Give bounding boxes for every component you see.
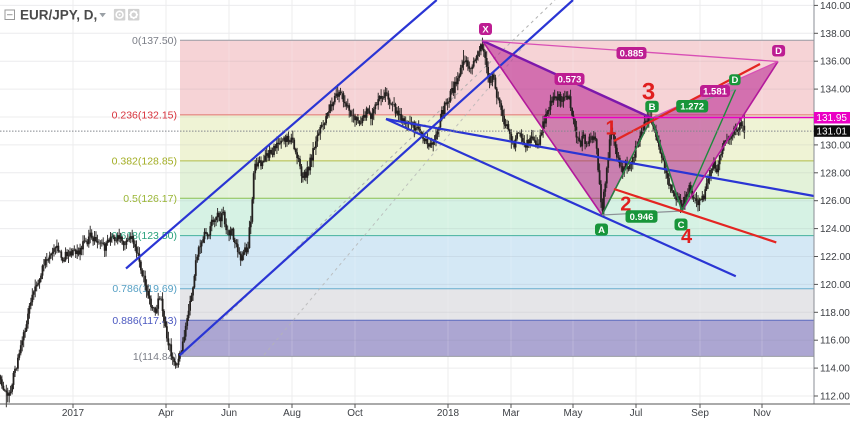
svg-text:1: 1 <box>605 117 616 139</box>
svg-text:0(137.50): 0(137.50) <box>132 35 177 47</box>
svg-text:136.00: 136.00 <box>820 57 850 68</box>
svg-text:Apr: Apr <box>158 408 174 419</box>
svg-text:Aug: Aug <box>283 408 301 419</box>
svg-text:Jun: Jun <box>221 408 237 419</box>
svg-text:126.00: 126.00 <box>820 196 850 207</box>
svg-text:EUR/JPY, D,: EUR/JPY, D, <box>20 8 97 23</box>
svg-text:0.886(117.43): 0.886(117.43) <box>112 315 177 327</box>
svg-text:130.00: 130.00 <box>820 140 850 151</box>
svg-text:122.00: 122.00 <box>820 252 850 263</box>
svg-text:1.272: 1.272 <box>680 102 704 113</box>
svg-text:May: May <box>564 408 583 419</box>
svg-text:B: B <box>649 102 656 113</box>
svg-text:4: 4 <box>681 226 693 248</box>
svg-text:114.00: 114.00 <box>820 364 850 375</box>
svg-text:A: A <box>598 225 605 236</box>
svg-text:131.95: 131.95 <box>816 113 847 124</box>
svg-text:140.00: 140.00 <box>820 1 850 12</box>
svg-text:138.00: 138.00 <box>820 29 850 40</box>
svg-text:0.236(132.15): 0.236(132.15) <box>112 109 177 121</box>
svg-text:0.946: 0.946 <box>630 212 654 223</box>
svg-text:128.00: 128.00 <box>820 168 850 179</box>
svg-text:Jul: Jul <box>630 408 643 419</box>
svg-text:124.00: 124.00 <box>820 224 850 235</box>
svg-text:D: D <box>775 46 782 57</box>
svg-text:D: D <box>731 75 738 86</box>
svg-text:0.786(119.69): 0.786(119.69) <box>112 283 177 295</box>
svg-text:120.00: 120.00 <box>820 280 850 291</box>
svg-text:3: 3 <box>642 79 655 106</box>
svg-text:0.573: 0.573 <box>558 74 582 85</box>
svg-text:0.382(128.85): 0.382(128.85) <box>112 155 177 167</box>
svg-text:0.885: 0.885 <box>620 48 644 59</box>
svg-text:2: 2 <box>620 194 631 216</box>
svg-text:2018: 2018 <box>437 408 460 419</box>
svg-text:0.5(126.17): 0.5(126.17) <box>123 193 177 205</box>
svg-text:1(114.84): 1(114.84) <box>133 351 177 363</box>
svg-text:1.581: 1.581 <box>703 86 727 97</box>
svg-text:Sep: Sep <box>691 408 709 419</box>
svg-text:134.00: 134.00 <box>820 85 850 96</box>
svg-text:131.01: 131.01 <box>816 127 847 138</box>
svg-text:116.00: 116.00 <box>820 336 850 347</box>
svg-text:X: X <box>482 24 489 35</box>
svg-text:2017: 2017 <box>62 408 85 419</box>
svg-text:Nov: Nov <box>753 408 771 419</box>
svg-text:Oct: Oct <box>347 408 363 419</box>
svg-text:C: C <box>678 220 685 231</box>
svg-text:118.00: 118.00 <box>820 308 850 319</box>
svg-text:112.00: 112.00 <box>820 392 850 403</box>
svg-text:Mar: Mar <box>502 408 520 419</box>
